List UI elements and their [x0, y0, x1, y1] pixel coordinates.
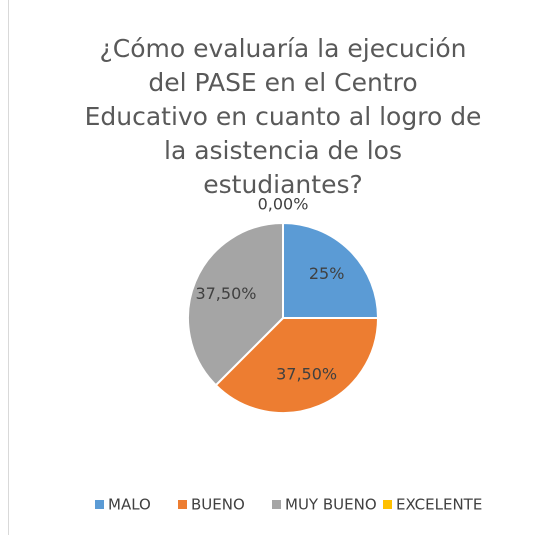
legend-swatch — [383, 500, 392, 509]
chart-title: ¿Cómo evaluaría la ejecución del PASE en… — [84, 34, 482, 199]
data-label: 0,00% — [258, 195, 309, 214]
legend-text: BUENO — [191, 496, 245, 514]
legend-text: MUY BUENO — [285, 496, 377, 514]
legend-swatch — [178, 500, 187, 509]
legend-swatch — [95, 500, 104, 509]
legend-text: MALO — [108, 496, 151, 514]
pie-slice — [187, 221, 284, 387]
legend-text: EXCELENTE — [396, 496, 482, 514]
data-label: 37,50% — [195, 284, 256, 303]
pie-slice — [214, 317, 380, 414]
legend-swatch — [272, 500, 281, 509]
data-label: 25% — [309, 264, 345, 283]
data-label: 37,50% — [276, 365, 337, 384]
pie-slice — [282, 221, 380, 319]
